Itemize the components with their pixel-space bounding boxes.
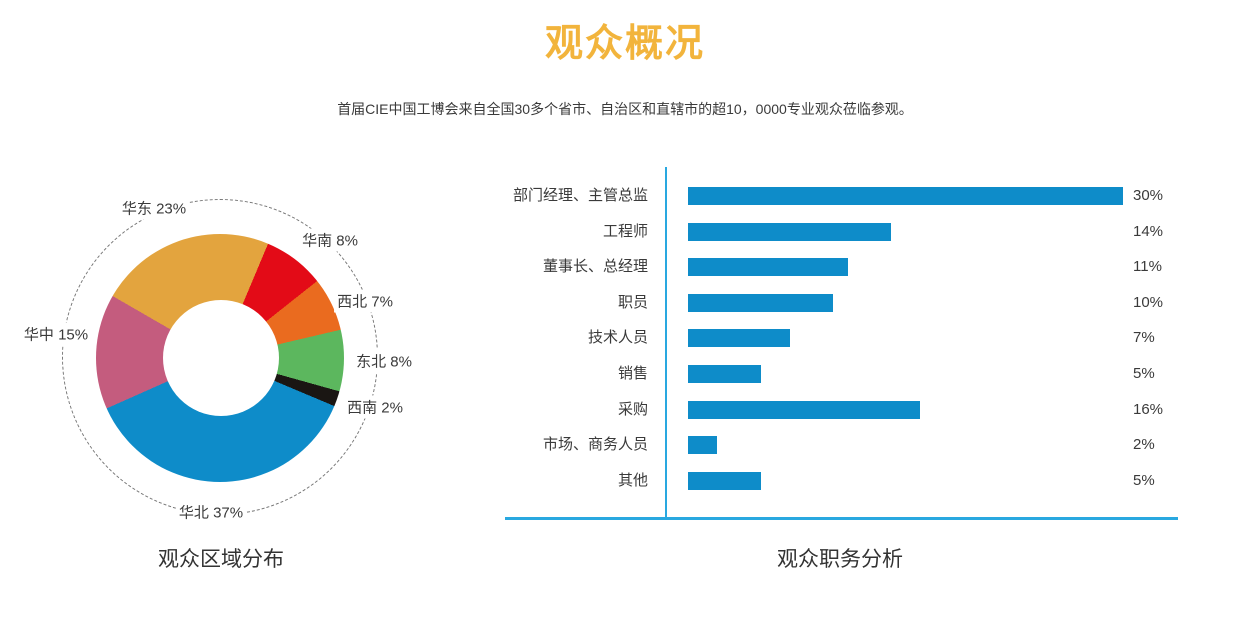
bar-row-label: 采购 [617, 400, 648, 418]
bar-chart-title: 观众职务分析 [777, 548, 903, 571]
bar-row-label: 市场、商务人员 [542, 436, 648, 454]
page-title: 观众概况 [544, 23, 705, 65]
donut-segment-label: 西北 7% [334, 289, 396, 313]
bar [688, 329, 790, 348]
bar-value-label: 30% [1133, 187, 1164, 204]
donut-segment-label: 东北 8% [353, 349, 415, 373]
page-subtitle: 首届CIE中国工博会来自全国30多个省市、自治区和直辖市的超10，0000专业观… [337, 101, 913, 117]
bar-value-label: 11% [1133, 258, 1162, 276]
donut-chart-title: 观众区域分布 [158, 548, 284, 571]
bar [688, 187, 1123, 205]
bar [688, 222, 891, 241]
bar-chart-vertical-axis [665, 167, 667, 519]
bar-row-label: 工程师 [602, 222, 648, 240]
bar [688, 400, 920, 419]
bar-chart-horizontal-axis [505, 517, 1178, 520]
bar [688, 365, 761, 383]
bar-value-label: 14% [1133, 222, 1164, 240]
bar-row-label: 技术人员 [587, 329, 648, 347]
bar [688, 471, 761, 490]
bar [688, 293, 833, 312]
bar-value-label: 5% [1133, 365, 1155, 382]
bar-value-label: 10% [1133, 293, 1164, 311]
donut-segment-label: 华中 15% [20, 322, 92, 346]
bar-row-label: 销售 [617, 365, 648, 382]
bar [688, 258, 848, 277]
donut-segment-label: 华北 37% [175, 500, 247, 524]
bar [688, 436, 717, 455]
bar-value-label: 16% [1133, 400, 1164, 418]
bar-row-label: 董事长、总经理 [542, 258, 648, 276]
bar-value-label: 2% [1133, 436, 1155, 454]
bar-value-label: 5% [1133, 471, 1155, 489]
donut-segment-label: 华东 23% [118, 196, 190, 220]
bar-row-label: 职员 [617, 293, 648, 311]
donut-segment-label: 西南 2% [344, 395, 406, 419]
bar-value-label: 7% [1133, 329, 1155, 347]
bar-row-label: 其他 [617, 471, 648, 489]
donut-segment-label: 华南 8% [299, 228, 361, 252]
donut-hole [163, 300, 279, 416]
bar-row-label: 部门经理、主管总监 [512, 187, 648, 204]
